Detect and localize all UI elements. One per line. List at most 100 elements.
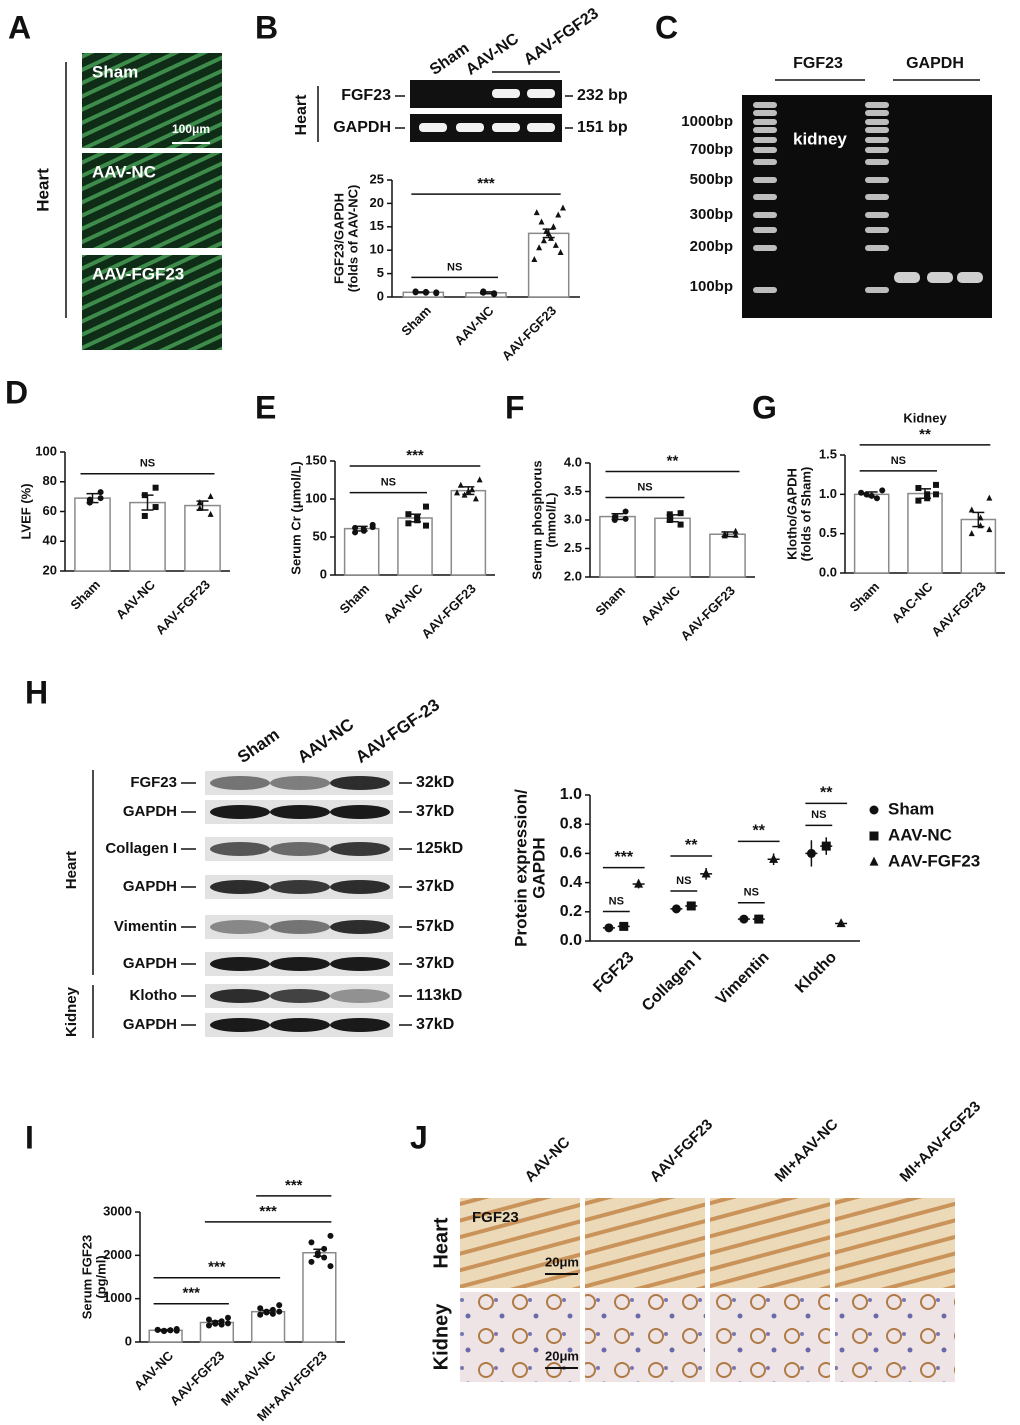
- point: [538, 218, 545, 225]
- point: [173, 1327, 180, 1334]
- point: [986, 526, 993, 533]
- gel-band: [957, 272, 983, 283]
- point: [604, 923, 614, 933]
- y-tick-label: 40: [43, 533, 57, 548]
- ladder-band: [865, 159, 889, 165]
- scale-label: 20μm: [545, 1254, 579, 1269]
- point: [276, 1308, 283, 1315]
- point: [152, 504, 159, 511]
- row-label: GAPDH: [123, 955, 177, 972]
- point: [968, 530, 975, 537]
- point: [858, 489, 865, 496]
- y-axis-label: Serum phosphorus: [529, 460, 544, 579]
- bar: [960, 518, 997, 574]
- row-label: GAPDH: [123, 1016, 177, 1033]
- row-label: GAPDH: [123, 803, 177, 820]
- point: [205, 1316, 212, 1323]
- image-label: AAV-NC: [92, 162, 156, 181]
- y-axis-label: Protein expression/: [511, 789, 530, 947]
- x-tick-label: AAV-NC: [380, 581, 426, 627]
- panel-letter: H: [25, 674, 48, 710]
- y-tick-label: 80: [43, 473, 57, 488]
- size-label: 37kD: [416, 803, 454, 820]
- ladder-band: [865, 194, 889, 200]
- significance-label: NS: [891, 455, 906, 467]
- y-tick-label: 100: [305, 490, 327, 505]
- point: [986, 494, 993, 501]
- point: [836, 918, 846, 928]
- point: [701, 868, 711, 878]
- bar: [853, 493, 890, 574]
- ladder-band: [753, 127, 777, 133]
- blot-band: [330, 920, 390, 934]
- significance-label: NS: [447, 261, 462, 273]
- point: [152, 484, 159, 491]
- y-tick-label: 2.5: [564, 540, 582, 555]
- size-label: 232 bp: [577, 87, 628, 104]
- bar: [129, 501, 166, 572]
- size-label: 113kD: [416, 987, 462, 1004]
- y-tick-label: 3.5: [564, 483, 582, 498]
- blot-band: [270, 1018, 330, 1032]
- row-label: FGF23: [130, 774, 177, 791]
- y-tick-label: 1000: [103, 1290, 132, 1305]
- y-tick-label: 2000: [103, 1247, 132, 1262]
- ladder-band: [753, 102, 777, 108]
- row-label: Heart: [430, 1217, 452, 1268]
- significance-label: ***: [208, 1259, 226, 1276]
- point: [472, 495, 479, 502]
- side-label: Heart: [33, 168, 52, 212]
- blot-band: [210, 957, 270, 971]
- x-tick-label: Sham: [337, 581, 373, 617]
- point: [224, 1314, 231, 1321]
- row-label: FGF23: [341, 87, 391, 104]
- blot-band: [270, 842, 330, 856]
- point: [821, 841, 831, 851]
- y-tick-label: 150: [305, 452, 327, 467]
- significance-label: NS: [140, 458, 155, 470]
- point: [677, 521, 684, 528]
- blot-band: [270, 989, 330, 1003]
- significance-label: **: [667, 452, 679, 469]
- gel-band: [894, 272, 920, 283]
- ladder-band: [865, 245, 889, 251]
- size-label: 37kD: [416, 955, 454, 972]
- ladder-label: 700bp: [690, 141, 733, 158]
- blot-band: [210, 776, 270, 790]
- lane-label: AAV-NC: [294, 715, 357, 767]
- panel-letter: J: [410, 1119, 428, 1155]
- row-label: Kidney: [430, 1303, 452, 1371]
- y-tick-label: 0.0: [819, 564, 837, 579]
- x-tick-label: AAV-NC: [113, 577, 159, 623]
- point: [915, 485, 922, 492]
- y-axis-label: Serum Cr (μmol/L): [288, 461, 303, 574]
- size-label: 57kD: [416, 918, 454, 935]
- point: [405, 511, 412, 518]
- significance-label: **: [753, 823, 766, 840]
- bar: [654, 517, 691, 578]
- blot-band: [330, 1018, 390, 1032]
- point: [327, 1232, 334, 1239]
- significance-label: ***: [406, 447, 424, 464]
- significance-label: NS: [744, 887, 759, 899]
- point: [677, 510, 684, 517]
- y-tick-label: 10: [370, 242, 384, 257]
- legend-marker: [869, 805, 879, 815]
- point: [533, 209, 540, 216]
- bar: [74, 497, 111, 572]
- point: [97, 495, 104, 502]
- x-tick-label: Sham: [398, 303, 434, 339]
- point: [863, 491, 870, 498]
- y-tick-label: 20: [43, 562, 57, 577]
- y-tick-label: 0.2: [560, 903, 582, 920]
- group-label: Kidney: [63, 986, 80, 1037]
- panel-letter: G: [752, 389, 777, 425]
- lane-label: Sham: [234, 725, 283, 767]
- y-tick-label: 0.0: [560, 932, 582, 949]
- scale-label: 100μm: [172, 122, 210, 136]
- point: [550, 223, 557, 230]
- ihc-image: [710, 1292, 830, 1382]
- y-tick-label: 15: [370, 218, 384, 233]
- gel-band: [492, 89, 520, 98]
- y-tick-label: 0.5: [819, 525, 837, 540]
